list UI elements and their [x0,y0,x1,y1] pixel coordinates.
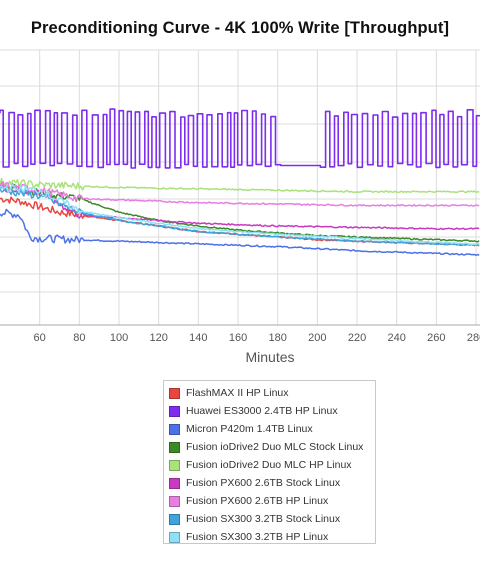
series-line-7 [0,187,480,247]
x-tick-label-9: 240 [388,332,406,344]
x-tick-label-11: 280 [467,332,480,344]
legend-swatch [169,531,180,543]
x-tick-label-5: 160 [229,332,247,344]
legend-item: Fusion SX300 3.2TB HP Linux [164,528,375,546]
legend-label: Micron P420m 1.4TB Linux [186,423,313,435]
x-tick-label-10: 260 [427,332,445,344]
legend-label: FlashMAX II HP Linux [186,387,289,399]
x-tick-label-4: 140 [189,332,207,344]
series-line-4 [0,177,480,194]
series-line-2 [0,208,480,257]
legend-swatch [169,477,180,489]
legend-swatch [169,387,180,399]
x-tick-label-0: 60 [34,332,46,344]
legend-item: Fusion PX600 2.6TB Stock Linux [164,474,375,492]
x-axis-label: Minutes [245,349,295,365]
legend-swatch [169,405,180,417]
series-line-6 [0,181,480,207]
legend-label: Fusion ioDrive2 Duo MLC Stock Linux [186,441,364,453]
legend-label: Fusion SX300 3.2TB HP Linux [186,531,329,543]
legend-label: Fusion ioDrive2 Duo MLC HP Linux [186,459,352,471]
legend-label: Fusion PX600 2.6TB Stock Linux [186,477,341,489]
series-line-1 [0,108,480,169]
legend-swatch [169,441,180,453]
x-tick-label-8: 220 [348,332,366,344]
legend-label: Fusion SX300 3.2TB Stock Linux [186,513,341,525]
chart-legend: FlashMAX II HP Linux Huawei ES3000 2.4TB … [163,380,376,544]
legend-item: Fusion ioDrive2 Duo MLC HP Linux [164,456,375,474]
legend-item: Fusion ioDrive2 Duo MLC Stock Linux [164,438,375,456]
x-tick-label-3: 120 [149,332,167,344]
x-tick-label-1: 80 [73,332,85,344]
legend-swatch [169,495,180,507]
legend-item: Huawei ES3000 2.4TB HP Linux [164,402,375,420]
legend-swatch [169,459,180,471]
x-tick-label-7: 200 [308,332,326,344]
legend-label: Huawei ES3000 2.4TB HP Linux [186,405,338,417]
legend-swatch [169,513,180,525]
series-line-3 [0,181,480,243]
series-line-5 [0,184,480,231]
legend-label: Fusion PX600 2.6TB HP Linux [186,495,329,507]
legend-swatch [169,423,180,435]
legend-item: Fusion PX600 2.6TB HP Linux [164,492,375,510]
x-tick-label-2: 100 [110,332,128,344]
legend-item: Fusion SX300 3.2TB Stock Linux [164,510,375,528]
x-tick-label-6: 180 [269,332,287,344]
legend-item: FlashMAX II HP Linux [164,384,375,402]
series-line-8 [0,184,480,246]
chart-title: Preconditioning Curve - 4K 100% Write [T… [30,19,450,37]
legend-item: Micron P420m 1.4TB Linux [164,420,375,438]
